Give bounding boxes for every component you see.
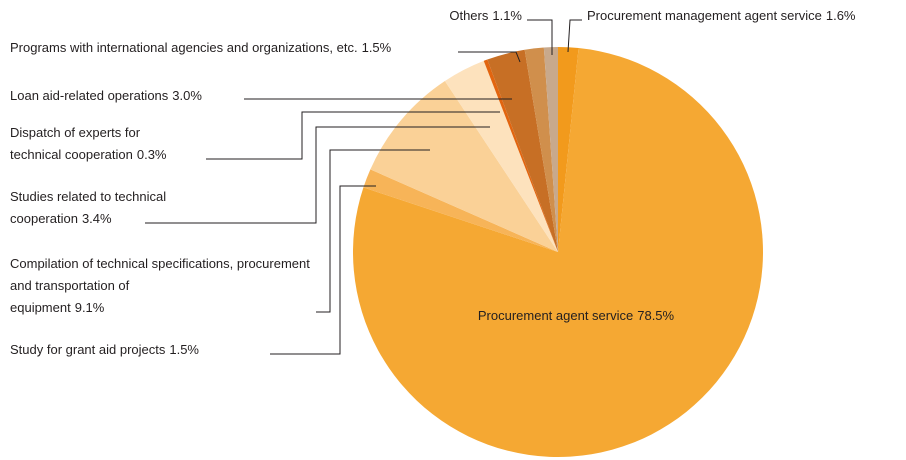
slice-label-line: Study for grant aid projects — [10, 342, 166, 357]
slice-label-line: Dispatch of experts for — [10, 125, 141, 140]
slice-value-label: 1.5% — [169, 342, 199, 357]
pie-slice — [444, 60, 558, 253]
leader-line — [527, 19, 553, 55]
slice-label: Studies related to technical cooperation 3… — [10, 189, 166, 226]
pie-slice — [363, 169, 558, 252]
leader-line — [458, 51, 521, 63]
leader-line — [316, 149, 430, 313]
slice-label-line: Procurement management agent service — [587, 8, 822, 23]
slice-label: Others 1.1% — [449, 8, 522, 23]
slice-value-label: 1.6% — [826, 8, 856, 23]
slice-label: Compilation of technical specifications,… — [10, 256, 310, 315]
pie-slice — [558, 47, 579, 252]
slice-value-label: 1.1% — [492, 8, 522, 23]
slice-value-label: 0.3% — [137, 147, 167, 162]
leader-line — [270, 185, 376, 355]
slice-label: Loan aid-related operations 3.0% — [10, 88, 202, 103]
leader-line — [145, 126, 490, 224]
slice-label: Study for grant aid projects 1.5% — [10, 342, 199, 357]
slice-label-line: Loan aid-related operations — [10, 88, 169, 103]
slice-label-line: Studies related to technical — [10, 189, 166, 204]
slice-label-line: equipment — [10, 300, 71, 315]
slice-value-label: 78.5% — [637, 308, 674, 323]
pie-slice — [487, 49, 558, 252]
slice-label-line: cooperation — [10, 211, 78, 226]
leader-line — [567, 19, 582, 53]
pie-slice — [370, 81, 558, 253]
slice-label: Procurement management agent service 1.6% — [587, 8, 856, 23]
pie-slice — [543, 47, 558, 252]
slice-label-line: Programs with international agencies and… — [10, 40, 358, 55]
slice-label: Dispatch of experts for technical coopera… — [10, 125, 167, 162]
slice-value-label: 1.5% — [362, 40, 392, 55]
slice-label-line: Procurement agent service — [478, 308, 633, 323]
slice-label: Procurement agent service 78.5% — [478, 308, 675, 323]
slice-label-line: and transportation of — [10, 278, 130, 293]
slice-label-line: Compilation of technical specifications,… — [10, 256, 310, 271]
pie-slice — [483, 59, 558, 253]
leader-line — [206, 111, 500, 160]
pie-slice — [353, 48, 764, 458]
slice-label-line: technical cooperation — [10, 147, 133, 162]
slice-label: Programs with international agencies and… — [10, 40, 392, 55]
slice-label-line: Others — [449, 8, 489, 23]
slice-value-label: 3.4% — [82, 211, 112, 226]
slice-value-label: 9.1% — [75, 300, 105, 315]
pie-slice — [524, 47, 558, 252]
slice-value-label: 3.0% — [172, 88, 202, 103]
